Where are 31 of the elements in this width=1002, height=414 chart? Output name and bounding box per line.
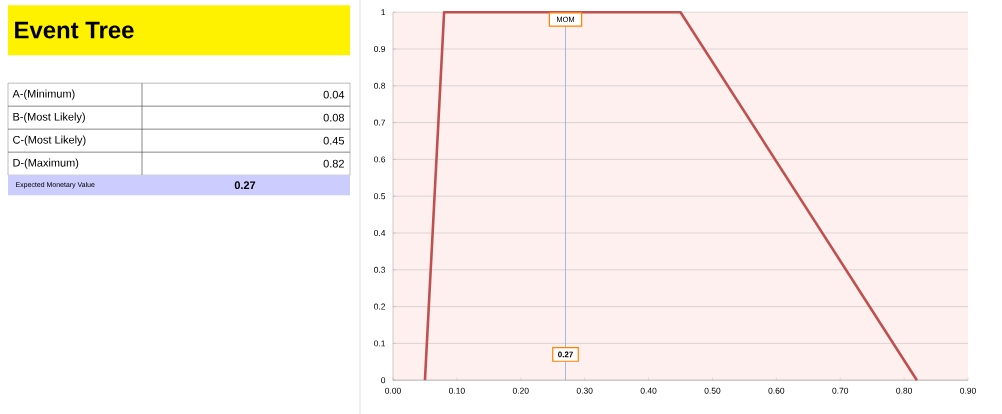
- data-label: 0.04: [323, 90, 345, 99]
- y-tick-label: 0.2: [374, 303, 386, 310]
- x-tick-label: 0.10: [448, 387, 465, 394]
- data-label: 0.82: [323, 159, 344, 168]
- x-tick-label: 0.70: [832, 387, 849, 394]
- category-label: A-(Minimum): [12, 89, 75, 100]
- x-tick-label: 0.80: [896, 387, 913, 394]
- x-tick-label: 0.30: [576, 387, 593, 394]
- category-label: D-(Maximum): [13, 158, 79, 169]
- x-tick-label: 0.60: [768, 387, 785, 394]
- category-label: C-(Most Likely): [13, 135, 86, 146]
- x-tick-label: 0.00: [385, 387, 401, 394]
- y-tick-label: 0.1: [374, 340, 386, 347]
- y-tick-label: 1: [381, 9, 386, 15]
- y-tick-label: 0.5: [374, 193, 386, 199]
- y-tick-label: 0.8: [374, 82, 386, 89]
- y-tick-label: 0.3: [374, 266, 386, 273]
- data-label: 0.08: [323, 113, 344, 122]
- text: 0.27: [234, 181, 256, 189]
- x-tick-label: 0.20: [512, 387, 529, 394]
- x-tick-label: 0.50: [704, 387, 721, 394]
- x-tick-label: 0.40: [640, 387, 657, 394]
- category-label: B-(Most Likely): [13, 112, 85, 123]
- y-tick-label: 0.6: [374, 156, 386, 163]
- y-tick-label: 0.7: [374, 119, 386, 126]
- data-label: 0.45: [323, 136, 345, 145]
- x-tick-label: 0.90: [960, 387, 976, 394]
- y-tick-label: 0.9: [374, 45, 386, 52]
- text: Event Tree: [15, 21, 134, 39]
- y-tick-label: 0: [381, 377, 386, 383]
- y-tick-label: 0.4: [374, 229, 386, 236]
